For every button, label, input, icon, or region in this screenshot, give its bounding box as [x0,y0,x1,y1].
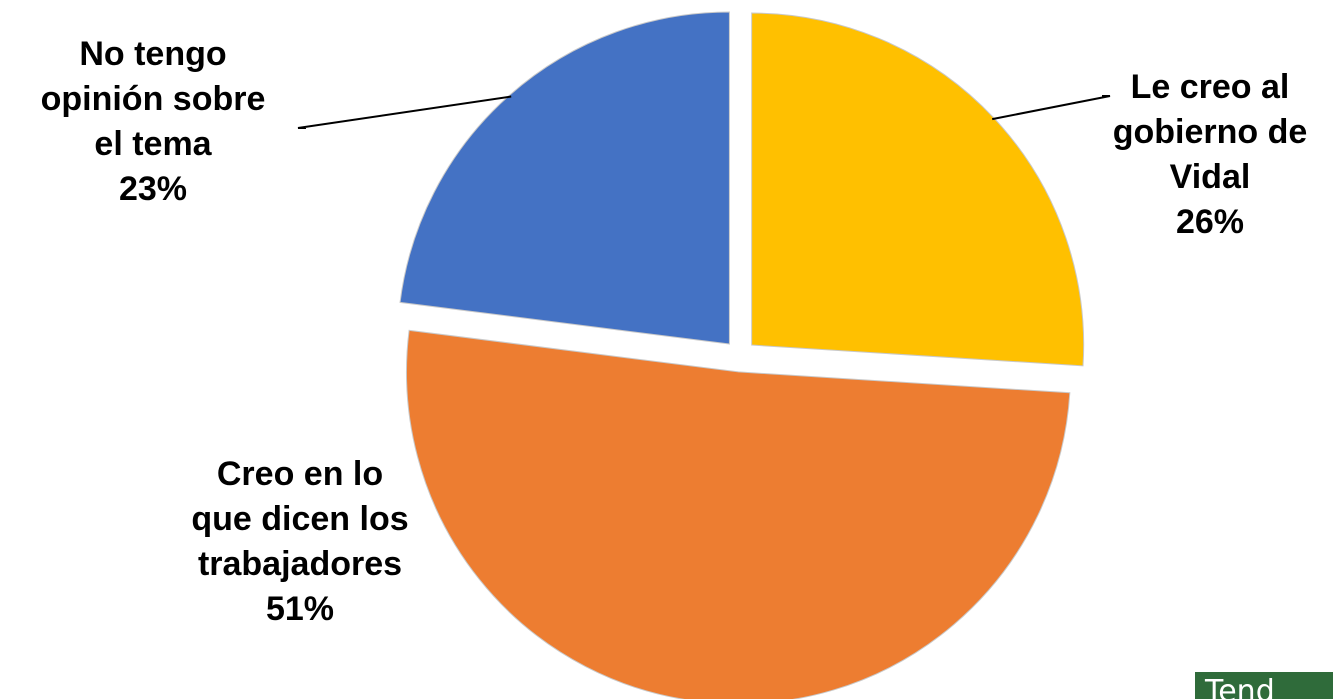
slice-le-creo-al-gobierno [751,12,1085,367]
slice-percent-label: 26% [1175,203,1245,241]
slice-label-line: el tema [94,125,212,163]
slice-label-line: gobierno de [1112,113,1308,151]
leader-line-slice-le-creo-al-gobierno [992,95,1111,121]
slice-label-creo-en-los-trabajadores: Creo en lo que dicen los trabajadores 51… [150,452,450,632]
slice-creo-en-los-trabajadores [406,329,1071,699]
slice-label-line: No tengo [79,35,227,73]
slice-label-no-tengo-opinion: No tengo opinión sobre el tema 23% [0,32,306,212]
slice-label-line: que dicen los [191,500,409,538]
slice-label-line: opinión sobre [40,80,266,118]
slice-label-line: trabajadores [197,545,403,583]
slice-label-le-creo-al-gobierno: Le creo al gobierno de Vidal 26% [1080,65,1333,245]
leader-line-slice-no-tengo-opinion [297,95,512,129]
leader-lines [297,95,1111,129]
watermark-background [1195,672,1333,699]
slice-percent-label: 23% [118,170,188,208]
slice-label-line: Vidal [1169,158,1251,196]
slice-no-tengo-opinion [399,11,730,345]
pie-slices [399,11,1085,699]
slice-label-line: Le creo al [1130,68,1290,106]
slice-percent-label: 51% [265,590,335,628]
brand-watermark: Tend [1165,672,1333,699]
slice-label-line: Creo en lo [216,455,384,493]
watermark-text: Tend [1205,674,1275,699]
